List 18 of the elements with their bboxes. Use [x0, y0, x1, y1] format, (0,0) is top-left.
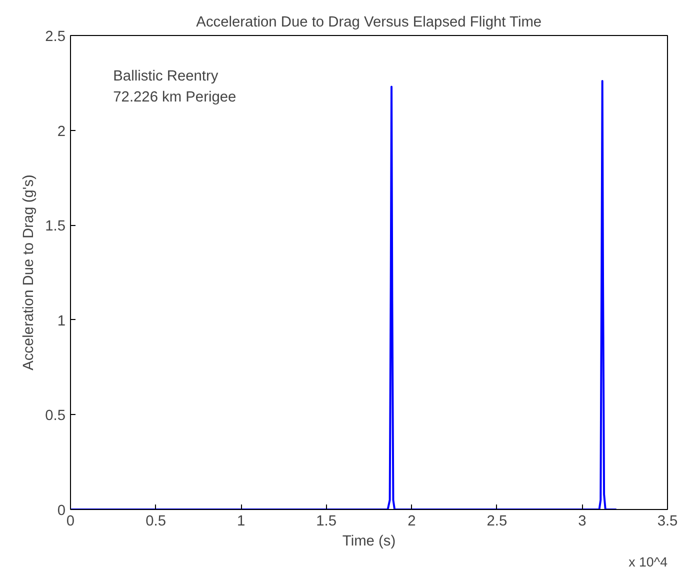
x-tick-label: 1	[236, 514, 246, 530]
y-tick-label: 0.5	[45, 408, 66, 424]
text: x 10^4	[628, 554, 668, 569]
x-tick-label: 3	[578, 514, 586, 530]
y-tick-label: 2	[57, 124, 66, 140]
x-tick-label: 1.5	[316, 514, 337, 530]
y-tick-label: 1.5	[45, 218, 66, 235]
y-axis-title: Acceleration Due to Drag (g's)	[21, 174, 38, 370]
chart-title: Acceleration Due to Drag Versus Elapsed Flight Time	[196, 14, 542, 30]
annotation: Ballistic Reentry 72.226 km Perigee	[113, 68, 236, 106]
y-tick-label: 2.5	[45, 29, 66, 45]
x-tick-label: 2	[408, 514, 416, 530]
y-tick-label: 0	[57, 503, 66, 519]
x-tick-label: 3.5	[657, 514, 678, 530]
x-axis-title: Time (s)	[342, 534, 396, 550]
y-tick-label: 1	[57, 313, 66, 330]
x-tick-label: 2.5	[486, 514, 508, 530]
x-tick-label: 0.5	[146, 514, 166, 530]
